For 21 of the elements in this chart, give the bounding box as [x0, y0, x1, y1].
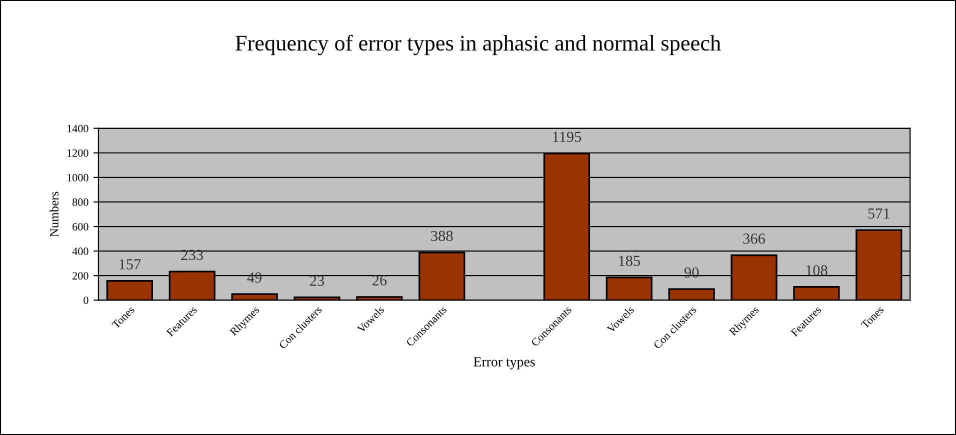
chart-title: Frequency of error types in aphasic and normal speech: [236, 34, 721, 56]
data-label: 388: [431, 230, 453, 242]
y-tick-label: 0: [84, 296, 88, 304]
y-axis-title: Numbers: [50, 192, 58, 237]
data-label: 157: [120, 259, 141, 270]
data-label: 108: [806, 265, 828, 276]
data-label: 23: [310, 276, 324, 286]
data-label: 571: [868, 208, 890, 219]
data-label: 185: [619, 256, 640, 266]
data-label: 233: [181, 250, 203, 260]
y-tick-label: 800: [72, 198, 88, 206]
x-axis-title: Error types: [474, 357, 535, 370]
y-tick-label: 600: [72, 222, 88, 230]
data-label: 26: [372, 275, 387, 286]
y-tick-label: 200: [72, 272, 88, 280]
y-tick-label: 1400: [68, 124, 88, 132]
y-tick-label: 1000: [68, 174, 88, 182]
y-tick-label: 400: [72, 248, 88, 256]
data-label: 1195: [553, 132, 582, 142]
y-tick-label: 1200: [68, 149, 88, 157]
data-label: 366: [743, 234, 766, 244]
